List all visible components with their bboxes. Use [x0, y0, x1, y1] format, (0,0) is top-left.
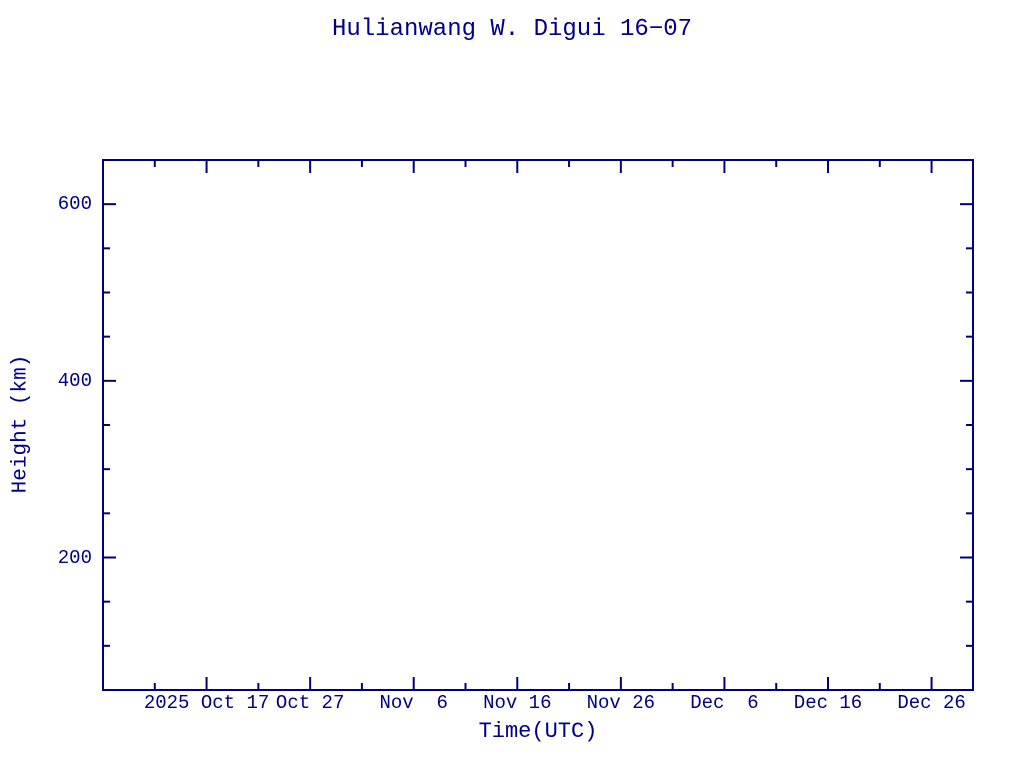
x-tick-label: Dec 26	[897, 692, 966, 714]
y-tick-label: 400	[57, 369, 92, 392]
chart-title: Hulianwang W. Digui 16−07	[331, 16, 693, 43]
x-axis-label: Time(UTC)	[478, 719, 598, 744]
x-tick-label: Nov 26	[586, 692, 656, 714]
plot-border	[102, 159, 974, 691]
x-tick-label: Nov 16	[483, 692, 552, 714]
x-tick-label: Oct 27	[275, 692, 345, 714]
x-tick-label: 2025 Oct 17	[143, 692, 270, 714]
y-tick-label: 200	[57, 546, 92, 569]
x-tick-label: Dec 6	[690, 692, 759, 714]
y-tick-label: 600	[57, 193, 92, 216]
x-tick-label: Dec 16	[793, 692, 863, 714]
x-tick-label: Nov 6	[379, 692, 448, 714]
